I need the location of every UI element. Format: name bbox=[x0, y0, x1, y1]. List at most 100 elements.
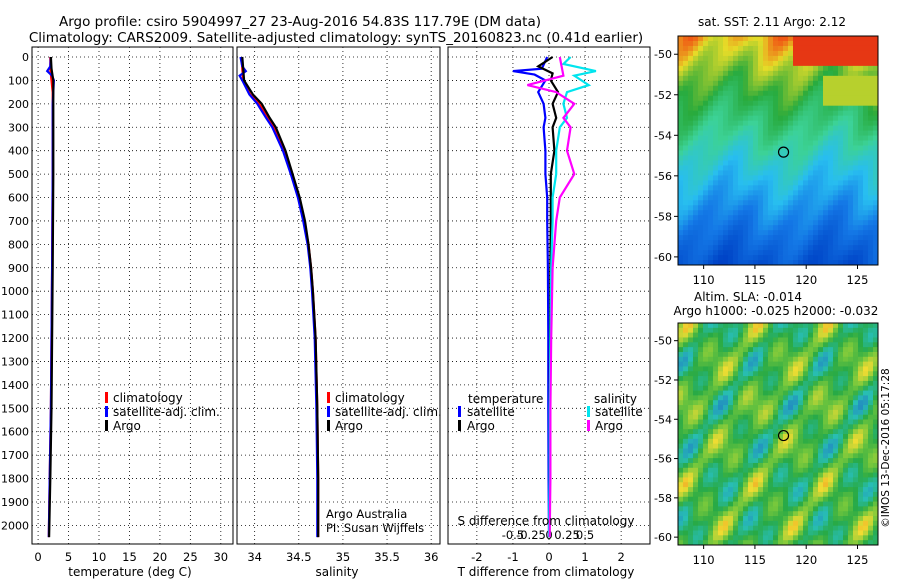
map-cell bbox=[723, 85, 729, 92]
map-cell bbox=[803, 511, 809, 517]
map-cell bbox=[743, 210, 749, 216]
map-cell bbox=[698, 125, 704, 131]
map-cell bbox=[713, 170, 719, 176]
map-cell bbox=[708, 487, 714, 493]
map-cell bbox=[733, 160, 739, 166]
map-cell bbox=[838, 535, 844, 541]
map-cell bbox=[873, 332, 879, 338]
map-cell bbox=[738, 371, 744, 377]
map-cell bbox=[783, 332, 789, 338]
map-cell bbox=[748, 240, 754, 246]
map-cell bbox=[788, 65, 794, 72]
map-cell bbox=[798, 85, 804, 92]
map-cell bbox=[828, 356, 834, 363]
map-cell bbox=[838, 530, 844, 536]
map-cell bbox=[778, 472, 784, 478]
map-cell bbox=[688, 100, 694, 107]
map-cell bbox=[808, 70, 814, 77]
map-cell bbox=[678, 472, 684, 478]
map-cell bbox=[828, 429, 834, 435]
map-cell bbox=[763, 400, 769, 406]
map-cell bbox=[848, 40, 854, 47]
map-cell bbox=[843, 351, 849, 358]
map-cell bbox=[768, 366, 774, 372]
map-cell bbox=[868, 130, 874, 136]
map-cell bbox=[678, 376, 684, 382]
map-cell bbox=[813, 245, 819, 251]
map-cell bbox=[723, 60, 729, 67]
map-cell bbox=[703, 414, 709, 420]
map-cell bbox=[798, 195, 804, 201]
map-cell bbox=[698, 85, 704, 92]
map-cell bbox=[808, 506, 814, 512]
map-cell bbox=[828, 342, 834, 348]
map-cell bbox=[848, 90, 854, 97]
map-cell bbox=[713, 40, 719, 47]
map-cell bbox=[823, 400, 829, 406]
map-cell bbox=[703, 477, 709, 483]
map-cell bbox=[823, 95, 829, 102]
map-cell bbox=[718, 380, 724, 387]
map-cell bbox=[683, 385, 689, 391]
map-cell bbox=[843, 195, 849, 201]
map-cell bbox=[848, 332, 854, 338]
map-cell bbox=[828, 535, 834, 541]
map-cell bbox=[733, 342, 739, 348]
map-cell bbox=[763, 409, 769, 416]
map-cell bbox=[718, 371, 724, 377]
map-cell bbox=[793, 366, 799, 372]
map-cell bbox=[858, 400, 864, 406]
map-cell bbox=[713, 390, 719, 396]
map-cell bbox=[798, 125, 804, 131]
map-cell bbox=[828, 50, 834, 57]
map-cell bbox=[823, 424, 829, 430]
map-cell bbox=[808, 65, 814, 72]
map-cell bbox=[793, 150, 799, 156]
map-cell bbox=[808, 85, 814, 92]
map-cell bbox=[783, 525, 789, 531]
map-cell bbox=[838, 70, 844, 77]
map-cell bbox=[873, 477, 879, 483]
map-cell bbox=[708, 337, 714, 343]
map-cell bbox=[718, 356, 724, 363]
map-cell bbox=[758, 511, 764, 517]
map-cell bbox=[738, 443, 744, 449]
map-cell bbox=[828, 240, 834, 246]
map-cell bbox=[683, 525, 689, 531]
map-cell bbox=[873, 90, 879, 97]
map-cell bbox=[743, 175, 749, 181]
map-cell bbox=[753, 140, 759, 146]
map-cell bbox=[728, 95, 734, 102]
map-cell bbox=[863, 90, 869, 97]
map-cell bbox=[763, 366, 769, 372]
map-cell bbox=[793, 458, 799, 464]
map-cell bbox=[863, 520, 869, 527]
map-cell bbox=[828, 195, 834, 201]
map-cell bbox=[688, 60, 694, 67]
map-cell bbox=[873, 458, 879, 464]
map-cell bbox=[773, 55, 779, 62]
map-cell bbox=[753, 443, 759, 449]
map-cell bbox=[713, 327, 719, 334]
map-cell bbox=[678, 260, 684, 266]
map-cell bbox=[688, 65, 694, 72]
map-cell bbox=[803, 260, 809, 266]
map-cell bbox=[783, 501, 789, 507]
map-cell bbox=[798, 448, 804, 454]
map-cell bbox=[748, 40, 754, 47]
map-cell bbox=[823, 458, 829, 464]
map-cell bbox=[733, 520, 739, 527]
map-cell bbox=[698, 260, 704, 266]
map-cell bbox=[743, 482, 749, 488]
map-cell bbox=[808, 462, 814, 469]
map-cell bbox=[868, 200, 874, 206]
map-cell bbox=[693, 240, 699, 246]
map-cell bbox=[823, 230, 829, 236]
map-cell bbox=[783, 240, 789, 246]
map-cell bbox=[698, 195, 704, 201]
map-cell bbox=[853, 115, 859, 122]
map-cell bbox=[758, 337, 764, 343]
map-cell bbox=[843, 347, 849, 353]
map-cell bbox=[713, 376, 719, 382]
map-cell bbox=[738, 520, 744, 527]
